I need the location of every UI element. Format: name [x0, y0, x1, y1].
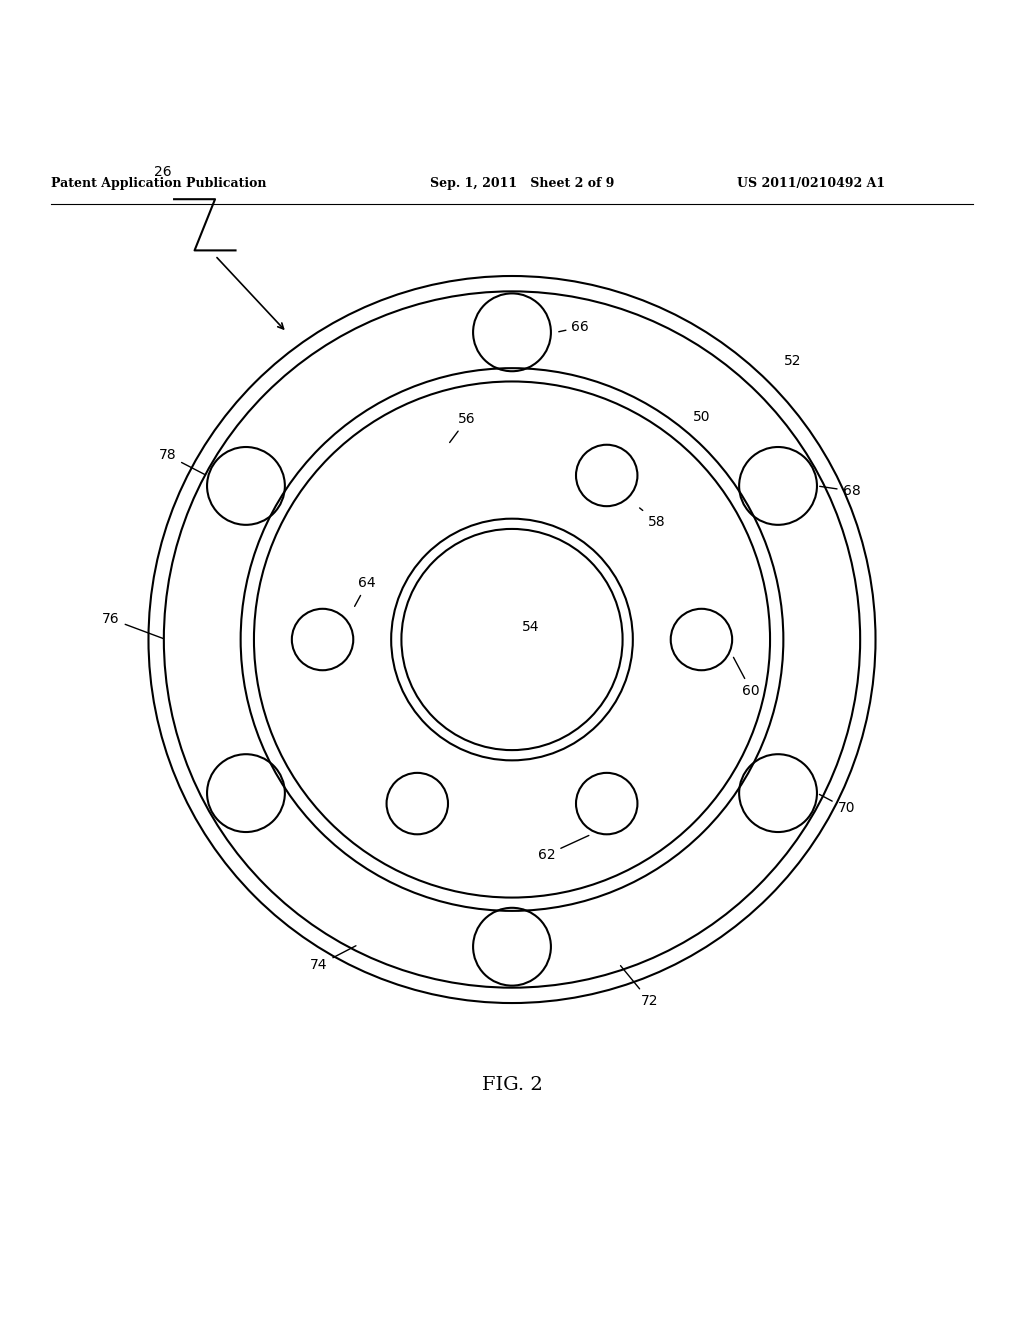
Text: 74: 74 — [310, 945, 356, 972]
Text: US 2011/0210492 A1: US 2011/0210492 A1 — [737, 177, 886, 190]
Text: 68: 68 — [819, 484, 860, 498]
Text: 56: 56 — [450, 412, 476, 442]
Text: 26: 26 — [154, 165, 171, 178]
Text: Patent Application Publication: Patent Application Publication — [51, 177, 266, 190]
Text: 54: 54 — [522, 620, 540, 635]
Text: 58: 58 — [640, 508, 666, 528]
Text: 62: 62 — [538, 836, 589, 862]
Text: FIG. 2: FIG. 2 — [481, 1076, 543, 1094]
Text: 76: 76 — [102, 612, 163, 639]
Text: 66: 66 — [559, 321, 589, 334]
Text: 64: 64 — [354, 577, 376, 606]
Text: 52: 52 — [783, 354, 801, 368]
Text: 70: 70 — [819, 795, 855, 816]
Text: Sep. 1, 2011   Sheet 2 of 9: Sep. 1, 2011 Sheet 2 of 9 — [430, 177, 614, 190]
Text: 78: 78 — [159, 449, 205, 474]
Text: 50: 50 — [693, 409, 711, 424]
Text: 72: 72 — [621, 966, 658, 1007]
Text: 60: 60 — [733, 657, 760, 698]
